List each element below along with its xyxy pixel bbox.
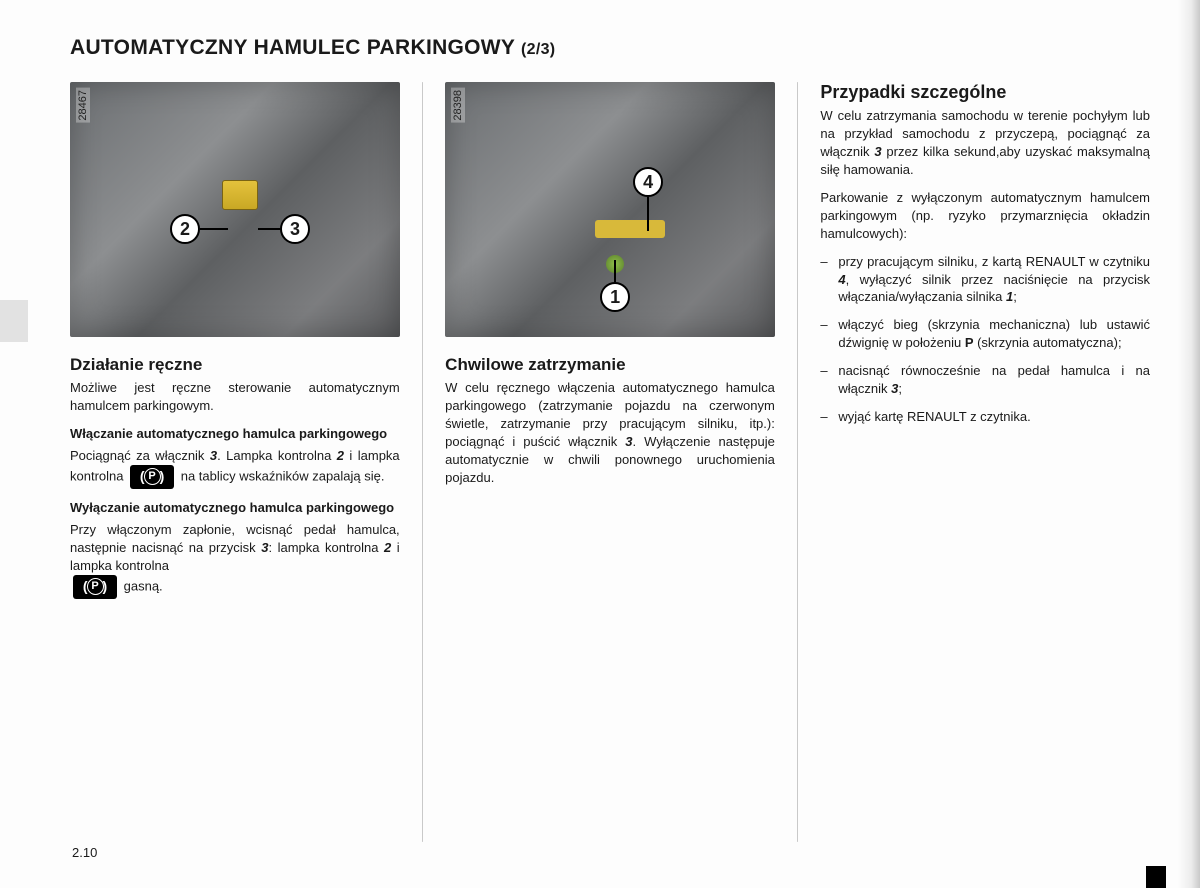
corner-mark xyxy=(1146,866,1166,888)
col3-li4: wyjąć kartę RENAULT z czytnika. xyxy=(820,408,1150,426)
callout-2: 2 xyxy=(170,214,228,244)
highlight-switch xyxy=(222,180,258,210)
col3-heading: Przypadki szczególne xyxy=(820,82,1150,103)
col1-body: Możliwe jest ręczne sterowanie automatyc… xyxy=(70,379,400,609)
col1-sec2-title: Wyłączanie automatycznego hamulca parkin… xyxy=(70,499,400,517)
col3-li3: nacisnąć równocześnie na pedał hamulca i… xyxy=(820,362,1150,398)
col2-heading: Chwilowe zatrzymanie xyxy=(445,355,775,375)
callout-4-bubble: 4 xyxy=(633,167,663,197)
col1-intro: Możliwe jest ręczne sterowanie automatyc… xyxy=(70,379,400,415)
col3-p2: Parkowanie z wyłączonym automatycznym ha… xyxy=(820,189,1150,243)
figure-1-number: 28467 xyxy=(76,88,90,123)
parking-icon: (P) xyxy=(73,575,117,599)
page-title: AUTOMATYCZNY HAMULEC PARKINGOWY (2/3) xyxy=(70,36,1150,60)
page-number: 2.10 xyxy=(72,845,97,860)
callout-4: 4 xyxy=(633,167,663,231)
title-part: (2/3) xyxy=(521,41,555,58)
divider-1 xyxy=(422,82,424,842)
col2-paragraph: W celu ręcznego włączenia automatycznego… xyxy=(445,379,775,487)
columns: 28467 2 3 Działanie ręczne Możliwe jest … xyxy=(70,82,1150,842)
col1-heading: Działanie ręczne xyxy=(70,355,400,375)
col3-body: W celu zatrzymania samochodu w terenie p… xyxy=(820,107,1150,436)
col2-body: W celu ręcznego włączenia automatycznego… xyxy=(445,379,775,497)
col1-sec1-body: Pociągnąć za włącznik 3. Lampka kontroln… xyxy=(70,447,400,489)
callout-4-lead xyxy=(647,197,650,231)
col3-li2: włączyć bieg (skrzynia mechaniczna) lub … xyxy=(820,316,1150,352)
figure-2: 28398 4 1 xyxy=(445,82,775,337)
callout-1-bubble: 1 xyxy=(600,282,630,312)
page: AUTOMATYCZNY HAMULEC PARKINGOWY (2/3) 28… xyxy=(0,0,1200,888)
col1-sec1-title: Włączanie automatycznego hamulca parking… xyxy=(70,425,400,443)
callout-2-bubble: 2 xyxy=(170,214,200,244)
callout-3-lead xyxy=(258,228,280,231)
col3-list: przy pracującym silniku, z kartą RENAULT… xyxy=(820,253,1150,427)
parking-icon: (P) xyxy=(130,465,174,489)
callout-3: 3 xyxy=(258,214,310,244)
column-1: 28467 2 3 Działanie ręczne Możliwe jest … xyxy=(70,82,400,842)
divider-2 xyxy=(797,82,799,842)
title-text: AUTOMATYCZNY HAMULEC PARKINGOWY xyxy=(70,36,515,59)
figure-2-number: 28398 xyxy=(451,88,465,123)
callout-1: 1 xyxy=(600,260,630,312)
callout-1-lead xyxy=(614,260,617,282)
col1-sec2-body: Przy włączonym zapłonie, wcisnąć pedał h… xyxy=(70,521,400,599)
callout-2-lead xyxy=(200,228,228,231)
col3-p1: W celu zatrzymania samochodu w terenie p… xyxy=(820,107,1150,179)
callout-3-bubble: 3 xyxy=(280,214,310,244)
figure-1: 28467 2 3 xyxy=(70,82,400,337)
column-2: 28398 4 1 Chwilowe zatrzymanie W celu rę… xyxy=(445,82,775,842)
column-3: Przypadki szczególne W celu zatrzymania … xyxy=(820,82,1150,842)
col3-li1: przy pracującym silniku, z kartą RENAULT… xyxy=(820,253,1150,307)
